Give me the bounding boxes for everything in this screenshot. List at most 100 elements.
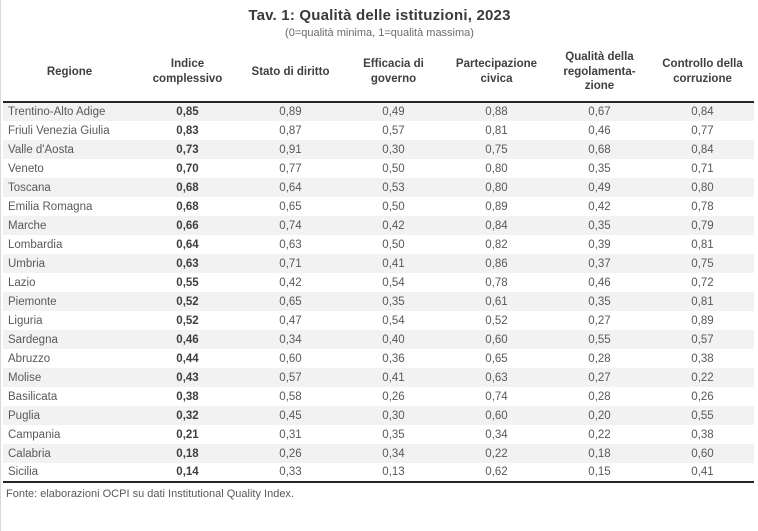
column-header-region: Regione: [3, 43, 136, 103]
value-cell: 0,89: [691, 314, 714, 327]
value-cell: 0,84: [691, 106, 714, 118]
value-cell: 0,42: [588, 200, 611, 213]
value-cell: 0,63: [279, 238, 302, 251]
value-cell: 0,32: [176, 409, 199, 422]
value-cell: 0,91: [279, 143, 302, 156]
value-cell: 0,74: [485, 390, 508, 403]
table-body: Trentino-Alto Adige 0,85 0,89 0,49 0,88 0,67 0…: [3, 102, 754, 483]
region-name-cell: Campania: [8, 428, 61, 441]
region-name-cell: Lombardia: [8, 238, 63, 251]
table-row: Sardegna 0,46 0,34 0,40 0,60 0,55 0,57: [3, 330, 754, 349]
region-name-cell: Calabria: [8, 447, 51, 460]
value-cell: 0,55: [691, 409, 714, 422]
value-cell: 0,35: [382, 295, 405, 308]
value-cell: 0,46: [588, 276, 611, 289]
region-name-cell: Valle d'Aosta: [8, 143, 74, 156]
value-cell: 0,77: [279, 162, 302, 175]
value-cell: 0,53: [382, 181, 405, 194]
value-cell: 0,50: [382, 200, 405, 213]
value-cell: 0,74: [279, 219, 302, 232]
column-header: Efficacia di governo: [342, 43, 445, 103]
table-row: Friuli Venezia Giulia 0,83 0,87 0,57 0,81 0,4…: [3, 121, 754, 140]
region-name-cell: Marche: [8, 219, 47, 232]
value-cell: 0,52: [485, 314, 508, 327]
value-cell: 0,65: [485, 352, 508, 365]
value-cell: 0,55: [588, 333, 611, 346]
region-name-cell: Piemonte: [8, 295, 57, 308]
value-cell: 0,71: [279, 257, 302, 270]
value-cell: 0,38: [176, 390, 199, 403]
value-cell: 0,50: [382, 238, 405, 251]
table-row: Campania 0,21 0,31 0,35 0,34 0,22 0,38: [3, 425, 754, 444]
value-cell: 0,87: [279, 124, 302, 137]
value-cell: 0,31: [279, 428, 302, 441]
value-cell: 0,47: [279, 314, 302, 327]
region-name-cell: Abruzzo: [8, 352, 51, 365]
table-row: Toscana 0,68 0,64 0,53 0,80 0,49 0,80: [3, 178, 754, 197]
table-subtitle: (0=qualità minima, 1=qualità massima): [285, 27, 474, 39]
value-cell: 0,68: [176, 181, 199, 194]
value-cell: 0,22: [691, 371, 714, 384]
value-cell: 0,57: [691, 333, 714, 346]
value-cell: 0,77: [691, 124, 714, 137]
value-cell: 0,49: [382, 106, 405, 118]
value-cell: 0,52: [176, 295, 199, 308]
value-cell: 0,78: [691, 200, 714, 213]
value-cell: 0,27: [588, 371, 611, 384]
value-cell: 0,72: [691, 276, 714, 289]
value-cell: 0,35: [588, 219, 611, 232]
value-cell: 0,35: [588, 295, 611, 308]
table-row: Liguria 0,52 0,47 0,54 0,52 0,27 0,89: [3, 311, 754, 330]
value-cell: 0,63: [485, 371, 508, 384]
value-cell: 0,88: [485, 106, 508, 118]
value-cell: 0,60: [485, 333, 508, 346]
value-cell: 0,39: [588, 238, 611, 251]
table-row: Basilicata 0,38 0,58 0,26 0,74 0,28 0,26: [3, 387, 754, 406]
region-name-cell: Lazio: [8, 276, 36, 289]
region-name-cell: Sicilia: [3, 463, 136, 483]
value-cell: 0,34: [382, 447, 405, 460]
value-cell: 0,43: [176, 371, 199, 384]
value-cell: 0,66: [176, 219, 199, 232]
table-title: Tav. 1: Qualità delle istituzioni, 2023: [248, 7, 511, 24]
value-cell: 0,26: [691, 390, 714, 403]
value-cell: 0,81: [691, 238, 714, 251]
value-cell: 0,79: [691, 219, 714, 232]
region-name-cell: Toscana: [8, 181, 51, 194]
value-cell: 0,50: [382, 162, 405, 175]
value-cell: 0,83: [176, 124, 199, 137]
value-cell: 0,42: [279, 276, 302, 289]
value-cell: 0,78: [485, 276, 508, 289]
value-cell: 0,35: [588, 162, 611, 175]
value-cell: 0,80: [485, 162, 508, 175]
value-cell: 0,14: [136, 463, 239, 483]
value-cell: 0,26: [279, 447, 302, 460]
table-row: Abruzzo 0,44 0,60 0,36 0,65 0,28 0,38: [3, 349, 754, 368]
value-cell: 0,89: [279, 106, 302, 118]
source-note: Fonte: elaborazioni OCPI su dati Institu…: [6, 488, 294, 500]
value-cell: 0,38: [691, 352, 714, 365]
value-cell: 0,80: [485, 181, 508, 194]
table-row: Calabria 0,18 0,26 0,34 0,22 0,18 0,60: [3, 444, 754, 463]
value-cell: 0,15: [548, 463, 651, 483]
value-cell: 0,54: [382, 314, 405, 327]
table-row: Sicilia 0,14 0,33 0,13 0,62 0,15 0,41: [3, 463, 754, 483]
value-cell: 0,46: [588, 124, 611, 137]
value-cell: 0,41: [382, 371, 405, 384]
value-cell: 0,71: [691, 162, 714, 175]
value-cell: 0,49: [588, 181, 611, 194]
value-cell: 0,37: [588, 257, 611, 270]
value-cell: 0,33: [239, 463, 342, 483]
value-cell: 0,75: [485, 143, 508, 156]
value-cell: 0,38: [691, 428, 714, 441]
column-header: Partecipazione civica: [445, 43, 548, 103]
value-cell: 0,60: [485, 409, 508, 422]
table-header: Regione Indice complessivo Stato di diritt…: [3, 43, 754, 103]
value-cell: 0,65: [279, 295, 302, 308]
table-row: Molise 0,43 0,57 0,41 0,63 0,27 0,22: [3, 368, 754, 387]
column-header: Qualità della regolamenta-zione: [548, 43, 651, 103]
value-cell: 0,63: [176, 257, 199, 270]
table-row: Puglia 0,32 0,45 0,30 0,60 0,20 0,55: [3, 406, 754, 425]
value-cell: 0,62: [445, 463, 548, 483]
value-cell: 0,65: [279, 200, 302, 213]
